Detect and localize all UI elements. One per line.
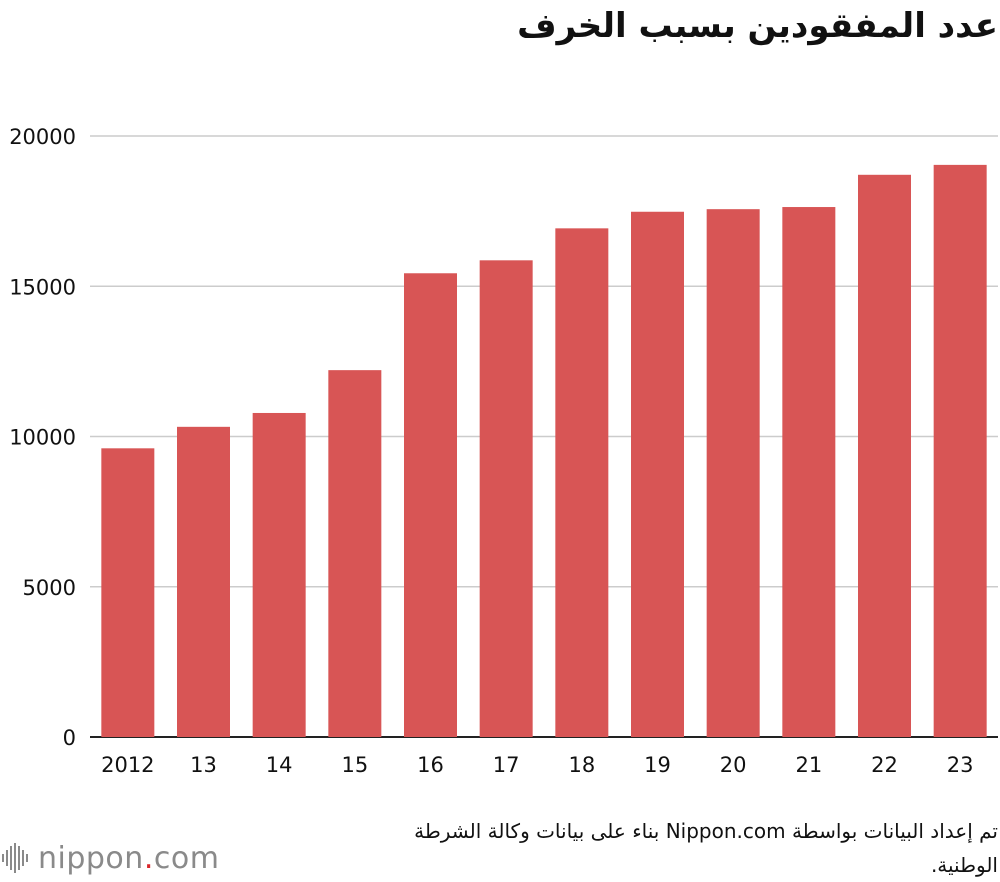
bar-21 — [782, 207, 836, 737]
x-tick-label: 18 — [568, 753, 595, 777]
x-tick-label: 22 — [871, 753, 898, 777]
nippon-logo: nippon.com — [2, 838, 219, 878]
bar-18 — [555, 228, 609, 738]
x-tick-label: 20 — [720, 753, 747, 777]
gridlines — [90, 135, 998, 738]
nippon-sound-bars-icon — [2, 843, 28, 873]
bar-16 — [404, 273, 457, 737]
bars — [101, 164, 987, 738]
bar-19 — [631, 211, 684, 737]
x-tick-label: 16 — [417, 753, 444, 777]
x-tick-label: 21 — [795, 753, 822, 777]
y-tick-label: 15000 — [9, 275, 76, 299]
x-tick-label: 2012 — [101, 753, 154, 777]
x-tick-label: 14 — [266, 753, 293, 777]
bar-20 — [706, 209, 760, 737]
x-tick-label: 15 — [341, 753, 368, 777]
bar-23 — [933, 164, 987, 737]
logo-wordmark: nippon.com — [38, 840, 220, 876]
x-tick-label: 23 — [947, 753, 974, 777]
chart-title: عدد المفقودين بسبب الخرف — [517, 6, 998, 46]
source-note: تم إعداد البيانات بواسطة Nippon.com بناء… — [414, 819, 998, 877]
y-tick-label: 10000 — [9, 426, 76, 450]
bar-22 — [858, 174, 911, 737]
bar-2012 — [101, 448, 155, 737]
x-tick-label: 19 — [644, 753, 671, 777]
x-tick-label: 13 — [190, 753, 217, 777]
x-tick-label: 17 — [493, 753, 520, 777]
bar-17 — [479, 260, 533, 737]
y-tick-labels: 0 5000 10000 15000 20000 — [9, 125, 76, 750]
bar-13 — [177, 426, 230, 737]
x-tick-labels: 2012 13 14 15 16 17 18 19 20 21 22 23 — [101, 753, 973, 777]
y-tick-label: 5000 — [23, 576, 76, 600]
bar-14 — [252, 412, 306, 737]
y-tick-label: 0 — [63, 726, 76, 750]
y-tick-label: 20000 — [9, 125, 76, 149]
bar-15 — [328, 370, 382, 737]
